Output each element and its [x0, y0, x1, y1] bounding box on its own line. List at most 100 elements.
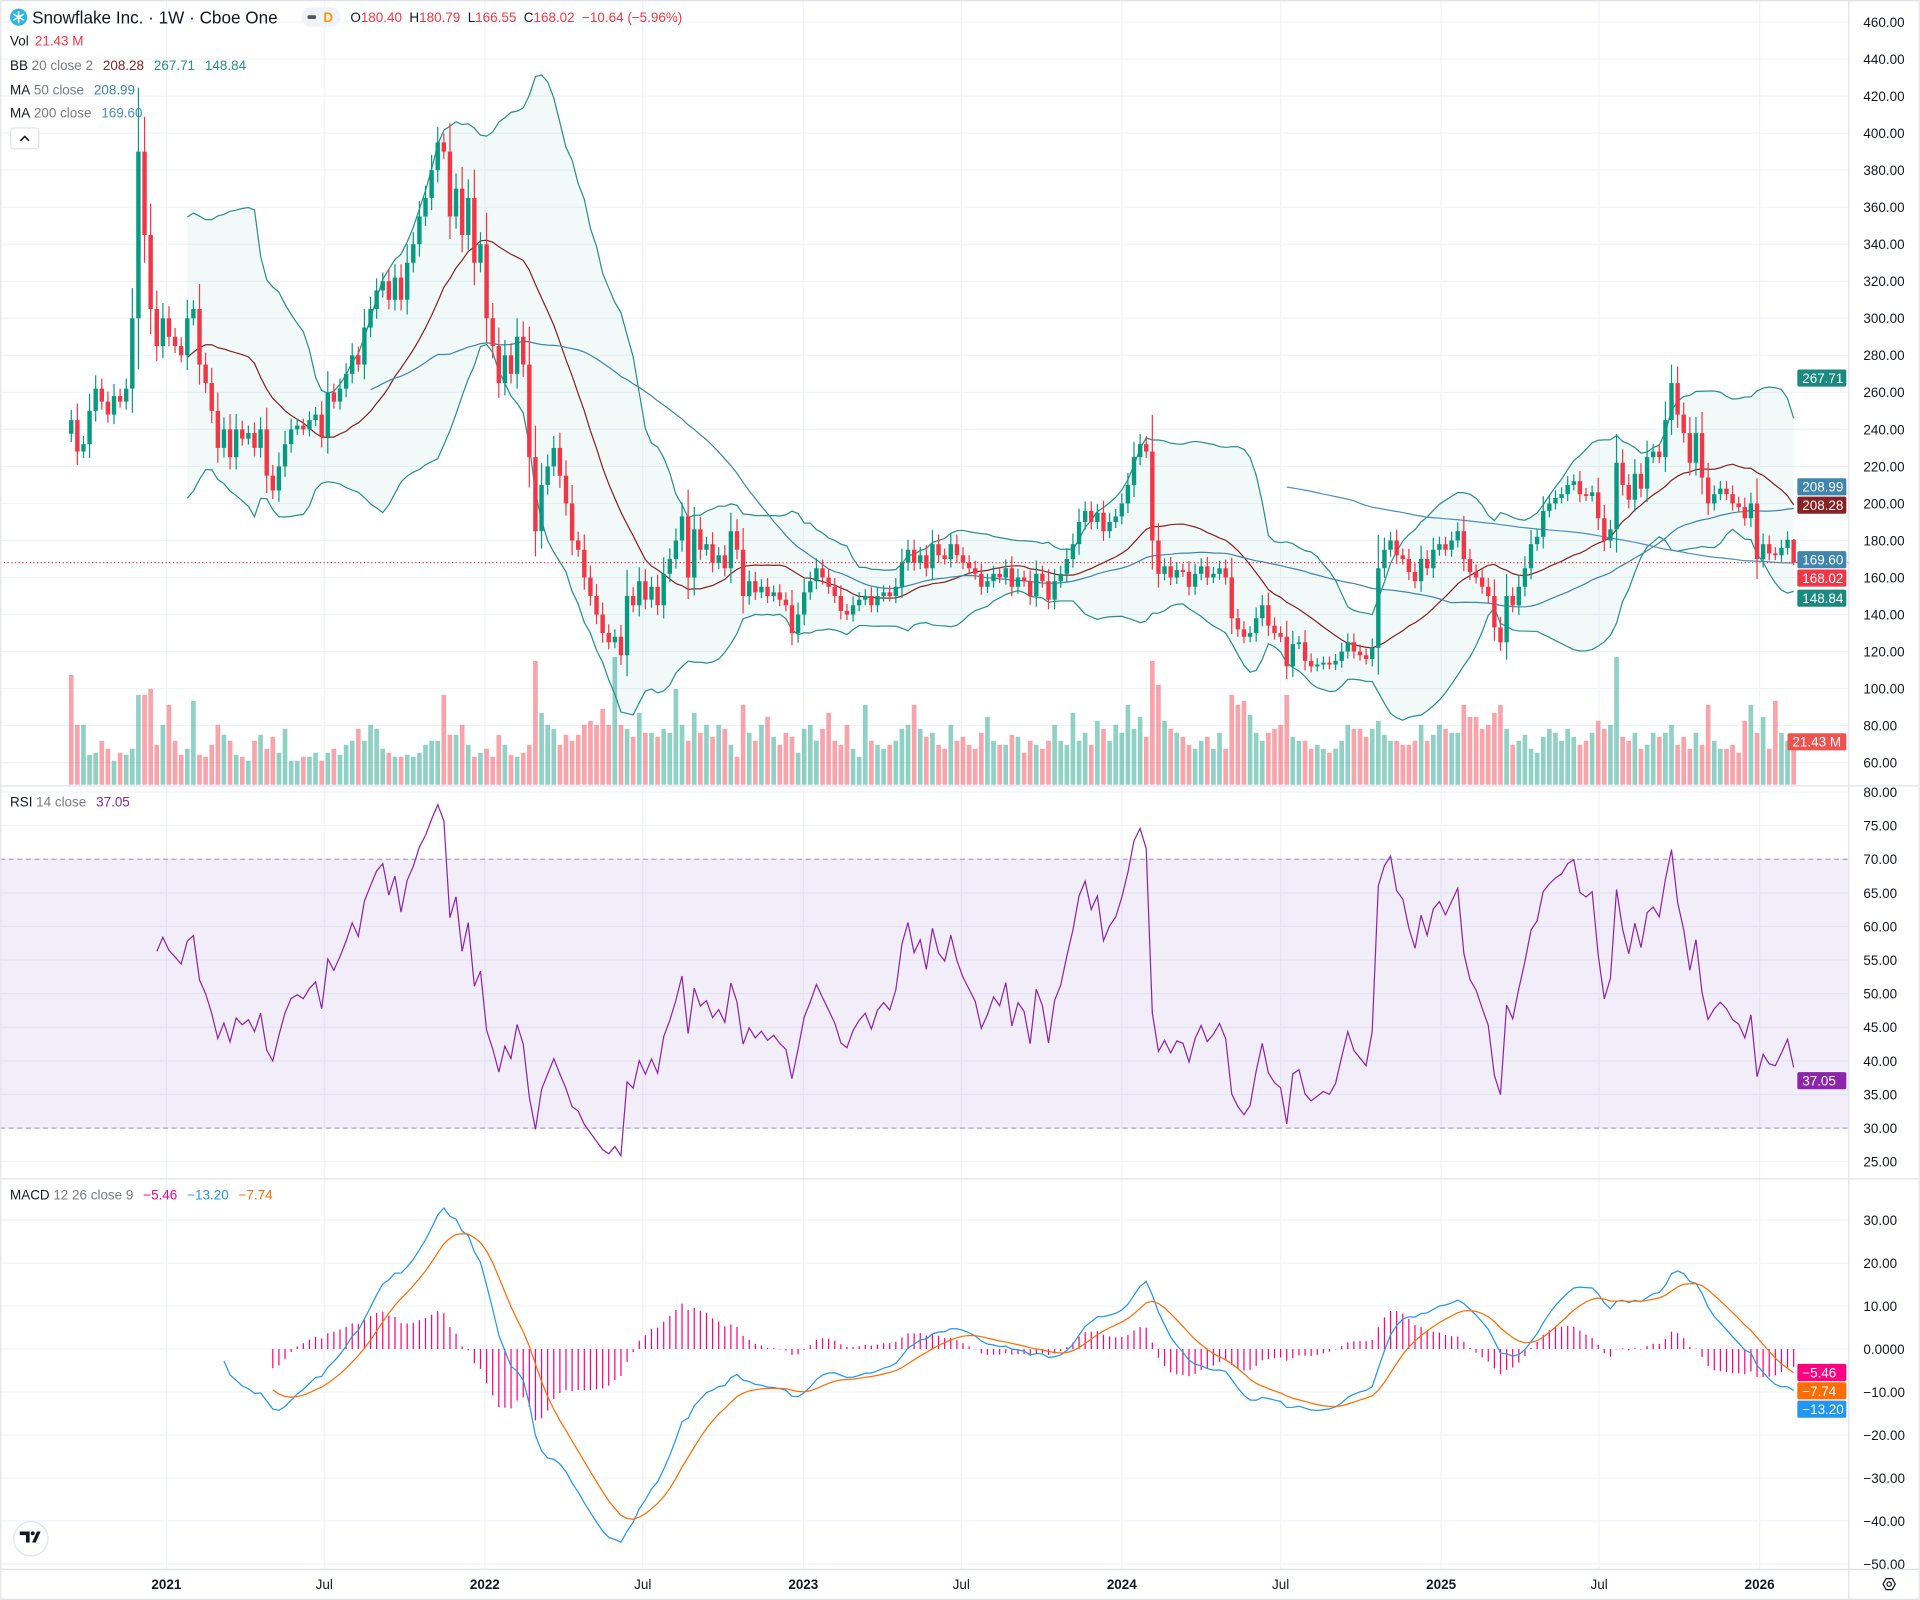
candle[interactable]: [1486, 577, 1491, 604]
candle[interactable]: [1321, 656, 1326, 670]
candle[interactable]: [863, 589, 868, 606]
candle[interactable]: [178, 337, 184, 363]
candle[interactable]: [1516, 574, 1522, 615]
candle[interactable]: [1596, 477, 1601, 530]
candle[interactable]: [227, 414, 233, 470]
candle[interactable]: [777, 584, 782, 607]
candle[interactable]: [1302, 630, 1308, 671]
candle[interactable]: [1754, 478, 1760, 579]
candle[interactable]: [808, 571, 813, 600]
candle[interactable]: [991, 565, 996, 588]
candle[interactable]: [1583, 487, 1589, 501]
candle[interactable]: [472, 169, 477, 286]
candle[interactable]: [698, 516, 703, 560]
candle[interactable]: [441, 133, 447, 159]
symbol-legend[interactable]: Snowflake Inc. · 1W · Cboe One D O180.40…: [10, 7, 682, 150]
candle[interactable]: [1791, 539, 1796, 566]
candle[interactable]: [1131, 441, 1137, 498]
candle[interactable]: [185, 299, 190, 371]
candle[interactable]: [142, 116, 147, 263]
candle[interactable]: [704, 536, 709, 556]
macd-legend[interactable]: MACD 12 26 close 9 −5.46 −13.20 −7.74: [10, 1188, 273, 1203]
candle[interactable]: [1443, 536, 1448, 556]
candle[interactable]: [1602, 504, 1607, 552]
candle[interactable]: [252, 422, 257, 457]
candle[interactable]: [1424, 550, 1430, 576]
candle[interactable]: [722, 545, 727, 577]
candle[interactable]: [765, 577, 770, 604]
candle[interactable]: [246, 425, 251, 445]
candle[interactable]: [1638, 463, 1644, 498]
candle[interactable]: [1266, 592, 1271, 636]
candle[interactable]: [930, 530, 935, 580]
candle[interactable]: [240, 420, 245, 446]
candle[interactable]: [1712, 485, 1717, 511]
candle[interactable]: [1223, 559, 1228, 585]
candle[interactable]: [203, 352, 208, 393]
candle[interactable]: [209, 367, 214, 424]
candle[interactable]: [1144, 436, 1149, 459]
candle[interactable]: [117, 388, 123, 408]
candle[interactable]: [771, 585, 776, 602]
rsi-pane[interactable]: [0, 803, 1849, 1158]
candle[interactable]: [740, 527, 746, 614]
candle[interactable]: [404, 244, 410, 315]
candle[interactable]: [661, 557, 666, 619]
candle[interactable]: [1015, 568, 1021, 594]
bb-legend[interactable]: BB 20 close 2 208.28 267.71 148.84: [10, 58, 247, 73]
candle[interactable]: [1376, 534, 1381, 675]
candle[interactable]: [148, 203, 153, 335]
candle[interactable]: [844, 603, 850, 621]
candle[interactable]: [478, 232, 483, 273]
candle[interactable]: [1693, 417, 1699, 476]
candle[interactable]: [1125, 472, 1131, 514]
candle[interactable]: [343, 363, 349, 398]
candle[interactable]: [386, 269, 392, 310]
candle[interactable]: [288, 418, 294, 453]
candle[interactable]: [551, 435, 556, 477]
candle[interactable]: [490, 303, 495, 359]
candle[interactable]: [820, 559, 825, 585]
candle[interactable]: [423, 185, 428, 227]
ma50-legend[interactable]: MA 50 close 208.99: [10, 82, 135, 97]
candle[interactable]: [75, 403, 80, 465]
candle[interactable]: [1113, 508, 1118, 528]
candle[interactable]: [1510, 587, 1515, 613]
candle[interactable]: [594, 583, 599, 625]
candle[interactable]: [832, 577, 837, 604]
candle[interactable]: [215, 392, 221, 463]
candle[interactable]: [1205, 556, 1210, 586]
candle[interactable]: [575, 531, 581, 557]
candle[interactable]: [331, 383, 337, 409]
candle[interactable]: [1412, 563, 1418, 589]
candle[interactable]: [1082, 501, 1088, 530]
candle[interactable]: [1003, 559, 1008, 585]
candle[interactable]: [417, 201, 422, 257]
candle[interactable]: [1247, 626, 1253, 643]
candle[interactable]: [1186, 561, 1192, 596]
candle[interactable]: [801, 578, 807, 626]
candle[interactable]: [81, 436, 86, 459]
candle[interactable]: [1406, 548, 1412, 581]
candle[interactable]: [716, 547, 721, 570]
candle[interactable]: [1211, 566, 1216, 583]
candle[interactable]: [166, 306, 172, 347]
candle[interactable]: [1760, 533, 1766, 568]
candle[interactable]: [630, 587, 636, 613]
symbol-title[interactable]: Snowflake Inc. · 1W · Cboe One: [32, 7, 278, 27]
candle[interactable]: [1418, 545, 1424, 592]
candle[interactable]: [411, 232, 416, 273]
candle[interactable]: [87, 393, 92, 458]
candle[interactable]: [649, 576, 654, 608]
candle[interactable]: [789, 590, 795, 646]
candle[interactable]: [368, 296, 373, 338]
candle[interactable]: [643, 569, 648, 610]
candle[interactable]: [337, 378, 343, 410]
candle[interactable]: [1663, 401, 1668, 472]
candle[interactable]: [1137, 434, 1143, 466]
candle[interactable]: [1644, 440, 1650, 502]
candle[interactable]: [875, 587, 880, 613]
candle[interactable]: [911, 539, 917, 571]
candle[interactable]: [795, 602, 801, 643]
